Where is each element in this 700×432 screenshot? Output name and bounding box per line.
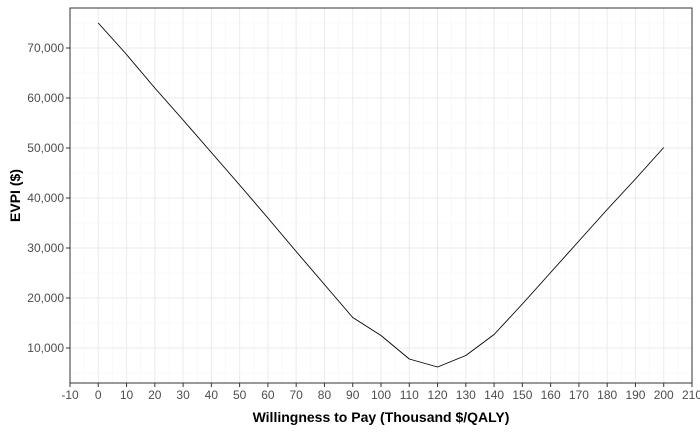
x-axis-ticks: -10 0 10 20 30 40 50 60 70 80 90 100 110 120 130 140 150…: [61, 383, 700, 402]
series-line-0: [97, 22, 665, 368]
x-tick-label: 80: [318, 388, 332, 402]
y-tick-label: 30,000: [27, 241, 64, 255]
x-tick-label: 100: [371, 388, 391, 402]
x-tick-label: 180: [597, 388, 617, 402]
x-tick-label: 130: [456, 388, 476, 402]
y-axis-title: EVPI ($): [7, 169, 23, 222]
x-tick-label: 150: [512, 388, 532, 402]
y-tick-label: 50,000: [27, 141, 64, 155]
x-tick-label: 90: [346, 388, 360, 402]
x-tick-label: 50: [233, 388, 247, 402]
y-axis-ticks: 10,000 20,000 30,000 40,000 50,000 60,000 70,0…: [27, 41, 70, 355]
x-tick-label: 110: [400, 388, 419, 402]
y-tick-label: 20,000: [27, 291, 64, 305]
x-tick-label: 40: [205, 388, 219, 402]
y-tick-label: 60,000: [27, 91, 64, 105]
x-tick-label: 120: [428, 388, 448, 402]
x-tick-label: 0: [95, 388, 102, 402]
y-tick-label: 70,000: [27, 41, 64, 55]
x-tick-label: 210: [682, 388, 700, 402]
x-tick-label: 20: [148, 388, 162, 402]
x-tick-label: 170: [569, 388, 589, 402]
y-tick-label: 10,000: [27, 341, 64, 355]
x-tick-label: 10: [120, 388, 134, 402]
major-gridlines: [69, 8, 693, 383]
x-tick-label: 140: [484, 388, 504, 402]
x-tick-label: 60: [261, 388, 275, 402]
x-tick-label: 160: [541, 388, 561, 402]
y-tick-label: 40,000: [27, 191, 64, 205]
x-tick-label: 200: [654, 388, 674, 402]
x-tick-label: 30: [176, 388, 190, 402]
x-tick-label: 190: [625, 388, 645, 402]
series-layer: [97, 22, 665, 368]
x-tick-label: 70: [290, 388, 304, 402]
x-axis-title: Willingness to Pay (Thousand $/QALY): [253, 409, 510, 425]
x-tick-label: -10: [61, 388, 79, 402]
